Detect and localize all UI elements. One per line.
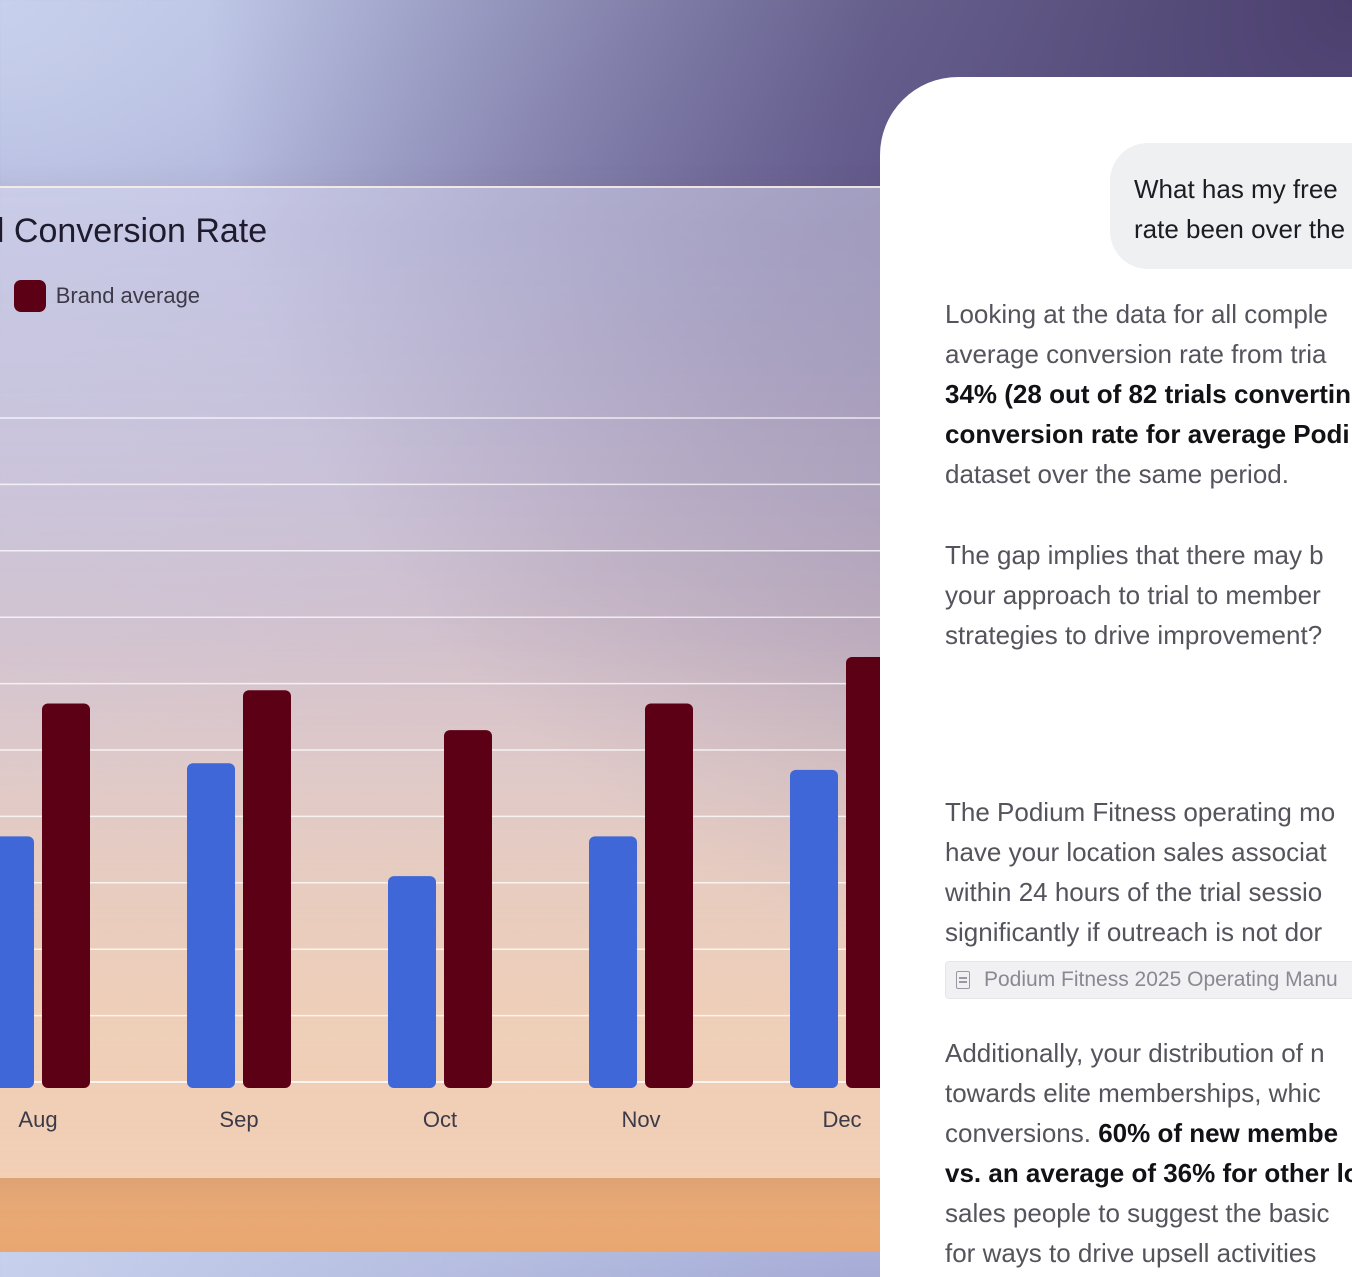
text-line-bold: vs. an average of 36% for other lo [945,1158,1352,1188]
bar-brand-average-nov [645,703,693,1088]
bar-brand-average-sep [243,690,291,1088]
text-line: significantly if outreach is not dor [945,917,1323,947]
user-message-line: rate been over the [1134,214,1346,244]
text-line: conversions. [945,1118,1099,1148]
bar-brand-average-aug [42,703,90,1088]
text-line: The Podium Fitness operating mo [945,797,1336,827]
document-icon [956,971,970,989]
chart-title: al Conversion Rate [0,212,268,250]
bar-location-sep [187,763,235,1088]
x-tick-label: Sep [219,1107,258,1132]
bar-brand-average-oct [444,730,492,1088]
x-tick-label: Oct [423,1107,457,1132]
text-line: sales people to suggest the basic [945,1198,1330,1228]
bar-location-dec [790,769,838,1088]
text-line: dataset over the same period. [945,459,1289,489]
assistant-paragraph-4: Additionally, your distribution of n tow… [945,1033,1352,1273]
chart-legend: ation Brand average [0,280,200,312]
legend-label-brand-average: Brand average [55,283,201,308]
text-line: strategies to drive improvement? [945,620,1323,650]
x-tick-label: Nov [621,1107,660,1132]
bar-location-oct [388,876,436,1088]
assistant-paragraph-2: The gap implies that there may b your ap… [945,535,1324,655]
assistant-paragraph-3: The Podium Fitness operating mo have you… [945,792,1335,952]
text-line: Additionally, your distribution of n [945,1038,1325,1068]
text-line: Looking at the data for all comple [945,299,1329,329]
bar-chart: Aug Sep Oct Nov Dec [0,657,880,1132]
chat-panel: What has my free rate been over the Look… [880,77,1352,1277]
text-line: your approach to trial to member [945,580,1321,610]
citation-chip[interactable]: Podium Fitness 2025 Operating Manu [945,961,1352,999]
x-tick-label: Aug [18,1107,57,1132]
text-line: for ways to drive upsell activities [945,1238,1317,1268]
text-line-bold: conversion rate for average Podi [945,419,1350,449]
citation-label: Podium Fitness 2025 Operating Manu [984,968,1338,991]
legend-item-brand-average: Brand average [13,280,201,312]
user-message-bubble: What has my free rate been over the [1110,143,1352,269]
bar-brand-average-dec [846,657,880,1088]
text-line-bold: 34% (28 out of 82 trials convertin [945,379,1352,409]
legend-swatch-brand-average [13,280,46,312]
text-line: The gap implies that there may b [945,540,1324,570]
text-line: average conversion rate from tria [945,339,1327,369]
bar-location-nov [589,836,637,1088]
user-message-line: What has my free [1134,174,1338,204]
x-tick-label: Dec [822,1107,861,1132]
text-line: within 24 hours of the trial sessio [945,877,1323,907]
text-line: have your location sales associat [945,837,1327,867]
assistant-paragraph-1: Looking at the data for all comple avera… [945,294,1351,494]
bar-location-aug [0,836,34,1088]
text-bold-segment: 60% of new membe [1098,1118,1339,1148]
text-line: towards elite memberships, whic [945,1078,1321,1108]
